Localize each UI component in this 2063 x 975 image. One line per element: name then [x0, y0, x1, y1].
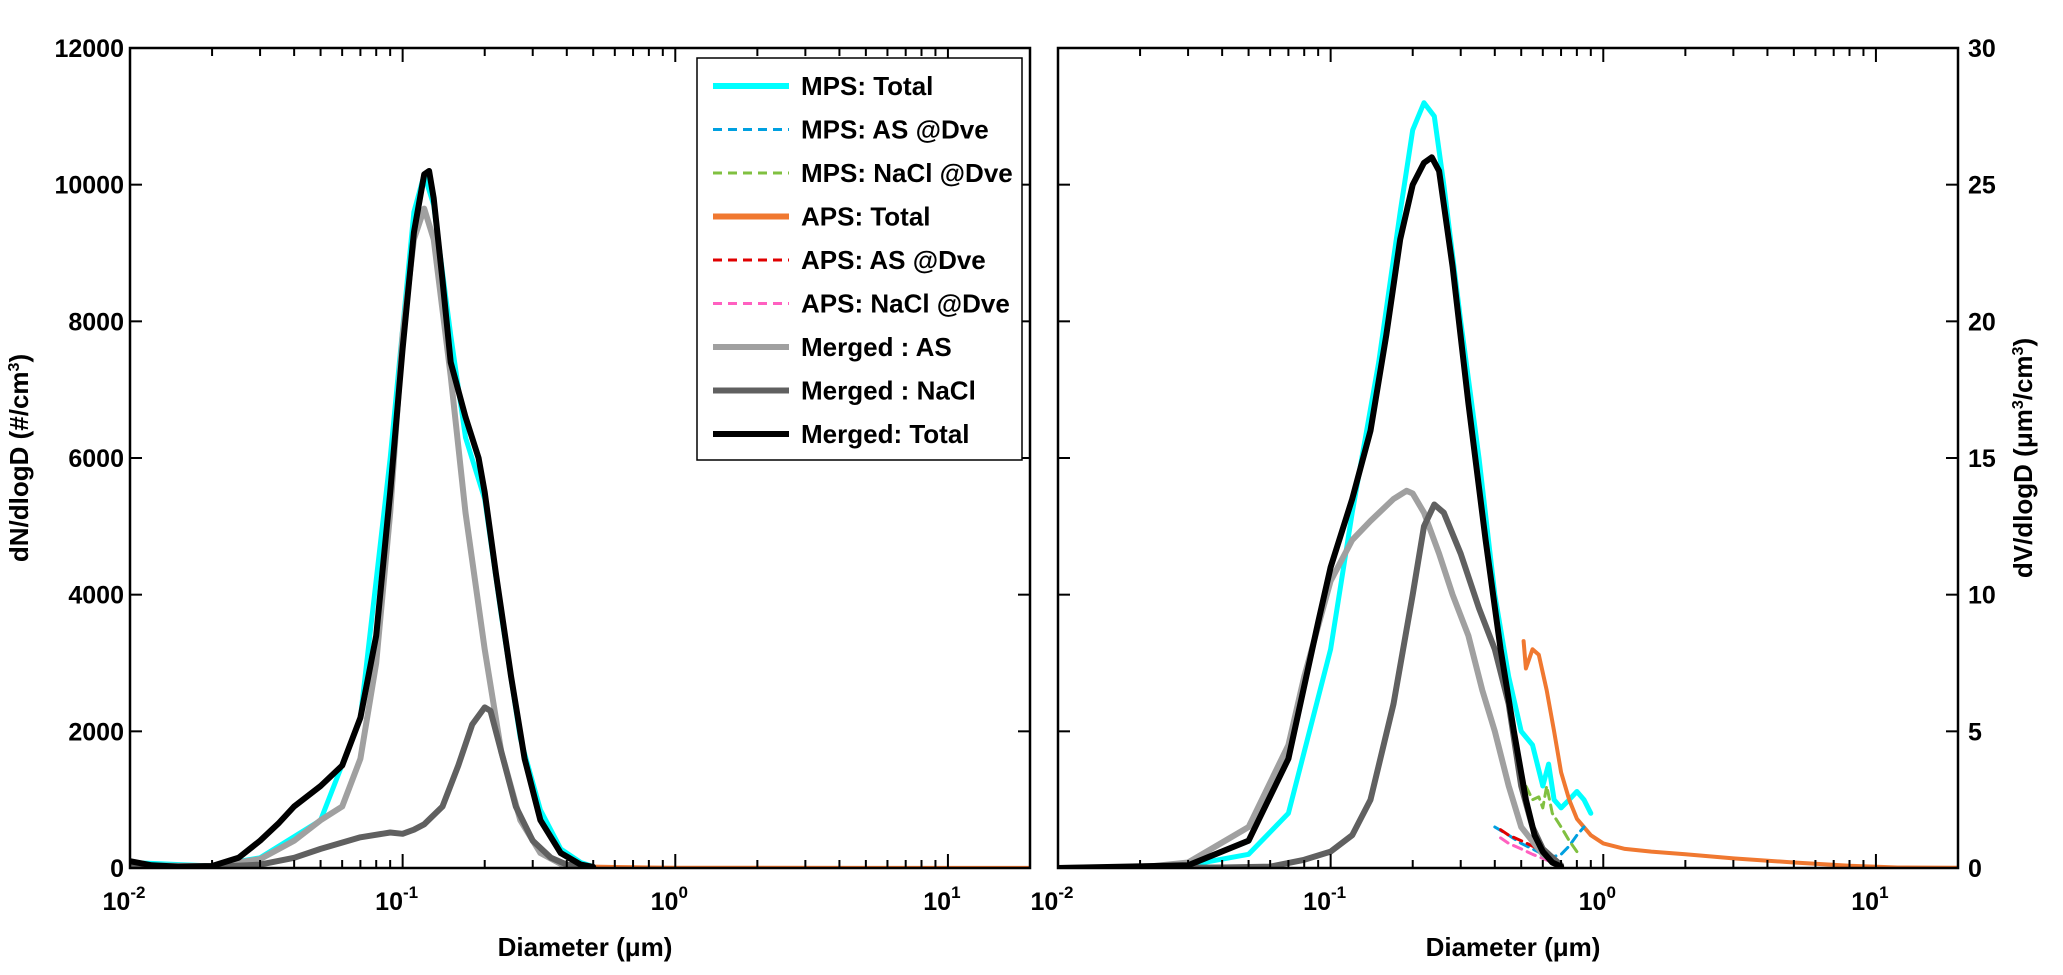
legend-entry-label: APS: Total [801, 202, 931, 232]
series-line-merged-total [1058, 154, 1565, 868]
series-line-merged-as [1058, 487, 1565, 868]
y-tick-label: 8000 [68, 308, 124, 336]
y-axis-label: dV/dlogD (μm3/cm3) [2008, 338, 2038, 578]
legend-entry-label: MPS: Total [801, 71, 933, 101]
y-tick-label: 4000 [68, 582, 124, 610]
legend-entry-label: MPS: AS @Dve [801, 115, 989, 145]
legend-entry-label: Merged : NaCl [801, 376, 976, 406]
x-tick-label: 100 [651, 883, 688, 916]
y-tick-label: 10000 [54, 172, 124, 200]
series-line-aps-total [1521, 639, 1958, 868]
series-line-merged-as [130, 205, 584, 868]
y-ticks: 0 2000 4000 6000 8000 10000 12000 [54, 35, 1030, 883]
y-tick-label: 10 [1968, 582, 1996, 610]
legend-entry-label: Merged: Total [801, 419, 970, 449]
series-line-merged-total [130, 168, 597, 868]
y-tick-label: 0 [110, 855, 124, 883]
x-tick-label: 10-2 [1031, 883, 1074, 916]
series-line-aps-nacl [1499, 836, 1554, 864]
y-tick-label: 2000 [68, 718, 124, 746]
legend-entry-label: APS: NaCl @Dve [801, 289, 1010, 319]
y-axis-label: dN/dlogD (#/cm3) [4, 354, 34, 562]
x-tick-label: 101 [923, 883, 960, 916]
x-axis-label: Diameter (μm) [1426, 932, 1601, 962]
y-tick-label: 25 [1968, 172, 1996, 200]
y-tick-label: 6000 [68, 445, 124, 473]
y-tick-label: 15 [1968, 445, 1996, 473]
legend-entry-label: Merged : AS [801, 332, 952, 362]
x-tick-label: 10-1 [375, 883, 418, 916]
x-tick-label: 101 [1851, 883, 1888, 916]
series-line-mps-total [1185, 100, 1594, 868]
x-tick-label: 10-2 [103, 883, 146, 916]
x-axis-label: Diameter (μm) [498, 932, 673, 962]
left-panel-number-distribution: 10-2 10-1 100 101 0 2000 4000 6000 8000 10000 1200… [4, 35, 1032, 962]
x-tick-label: 10-1 [1303, 883, 1346, 916]
x-tick-label: 100 [1579, 883, 1616, 916]
plot-frame [1056, 46, 1960, 870]
x-ticks: 10-2 10-1 100 101 [103, 48, 1031, 916]
series-line-merged-nacl [130, 704, 597, 868]
y-tick-label: 20 [1968, 308, 1996, 336]
legend-entry-label: MPS: NaCl @Dve [801, 158, 1013, 188]
x-ticks: 10-2 10-1 100 101 [1031, 48, 1959, 916]
y-tick-label: 5 [1968, 718, 1982, 746]
series-group [1058, 100, 1958, 868]
series-line-mps-nacl [1519, 770, 1579, 854]
y-ticks: 0 5 10 15 20 25 30 [1058, 35, 1996, 883]
y-tick-label: 0 [1968, 855, 1982, 883]
y-tick-label: 30 [1968, 35, 1996, 63]
right-panel-volume-distribution: 10-2 10-1 100 101 0 5 10 15 20 25 30 Diameter (μm) d… [1031, 35, 2038, 962]
y-tick-label: 12000 [54, 35, 124, 63]
legend-entry-label: APS: AS @Dve [801, 245, 986, 275]
legend: MPS: Total MPS: AS @Dve MPS: NaCl @Dve APS:… [696, 57, 1023, 461]
